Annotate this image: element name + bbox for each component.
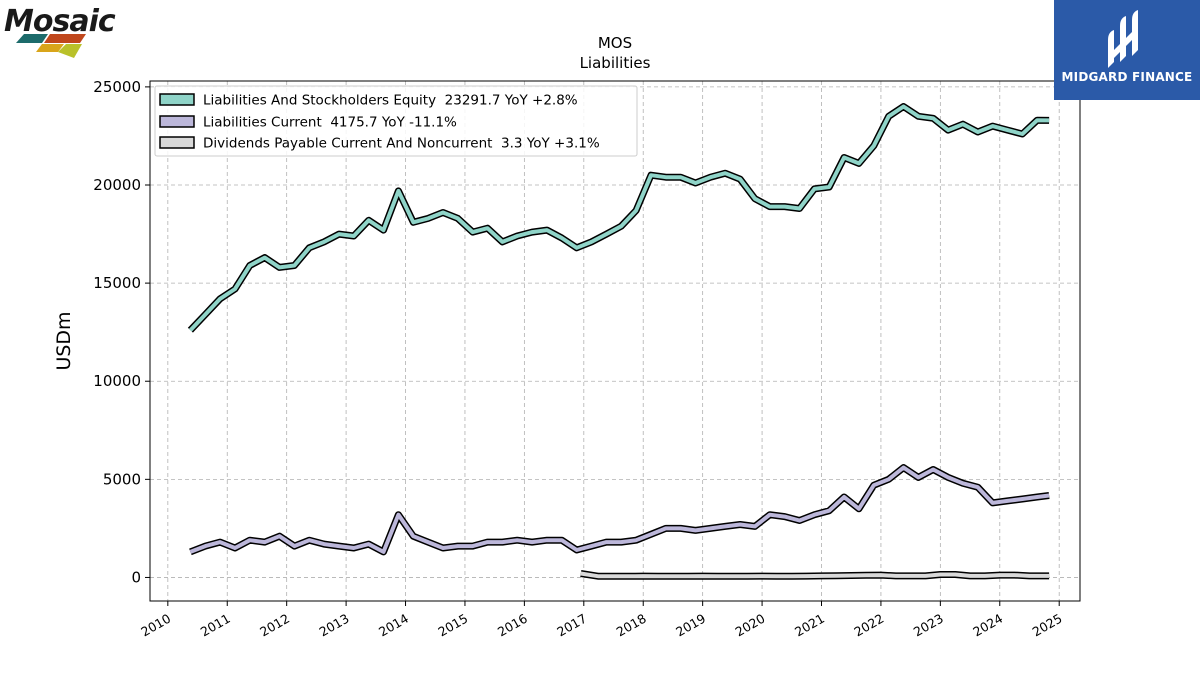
chart-gridlines [150,81,1080,601]
x-tick-label: 2024 [970,611,1005,640]
y-tick-label: 0 [131,568,141,586]
legend-label-equity: Liabilities And Stockholders Equity 2329… [203,93,578,109]
series-line-fill [188,104,1050,332]
midgard-finance-logo: MIDGARD FINANCE [1054,0,1200,100]
series-line-fill [189,465,1050,554]
mosaic-logo-tiles-icon [16,34,86,58]
legend-frame [154,85,638,157]
mosaic-logo: Mosaic [4,4,128,60]
legend-swatch-dividends [159,136,195,149]
legend-swatch-equity [159,93,195,106]
chart-series-layer [187,103,1050,580]
plot-frame [149,80,1081,602]
x-tick-label: 2019 [673,611,708,640]
x-tick-label: 2015 [435,611,470,640]
y-tick-label: 25000 [93,78,141,96]
x-tick-label: 2021 [792,611,827,640]
y-tick-label: 5000 [103,470,141,488]
series-line-fill [580,571,1050,579]
x-tick-label: 2016 [495,611,530,640]
series-line-equity [187,103,1050,333]
x-tick-label: 2018 [614,611,649,640]
y-axis-label: USDm [53,311,75,370]
x-tick-label: 2012 [257,611,292,640]
y-tick-label: 20000 [93,176,141,194]
chart-subtitle: Liabilities [580,54,651,72]
chart-title: MOS [598,34,632,52]
y-tick-label: 15000 [93,274,141,292]
chart-ticks: 2010 2011 2012 2013 2014 2015 2016 2017 2018 2019… [93,78,1064,640]
midgard-m-icon [1108,10,1138,68]
x-tick-label: 2011 [198,611,233,640]
x-tick-label: 2025 [1030,611,1065,640]
x-tick-label: 2023 [911,611,946,640]
x-tick-label: 2020 [733,611,768,640]
y-tick-label: 10000 [93,372,141,390]
mosaic-logo-wordmark: Mosaic [4,4,116,39]
legend-label-current: Liabilities Current 4175.7 YoY -11.1% [203,115,457,131]
series-line-current [189,464,1050,556]
legend-swatch-current [159,115,195,128]
x-tick-label: 2013 [317,611,352,640]
x-tick-label: 2022 [851,611,886,640]
midgard-finance-wordmark: MIDGARD FINANCE [1061,70,1193,84]
series-line-dividends [580,570,1050,580]
legend-label-dividends: Dividends Payable Current And Noncurrent… [203,136,600,152]
x-tick-label: 2017 [554,611,589,640]
chart-legend: Liabilities And Stockholders Equity 2329… [154,85,638,157]
series-line-outline [189,464,1050,556]
x-tick-label: 2010 [138,611,173,640]
x-tick-label: 2014 [376,611,411,640]
